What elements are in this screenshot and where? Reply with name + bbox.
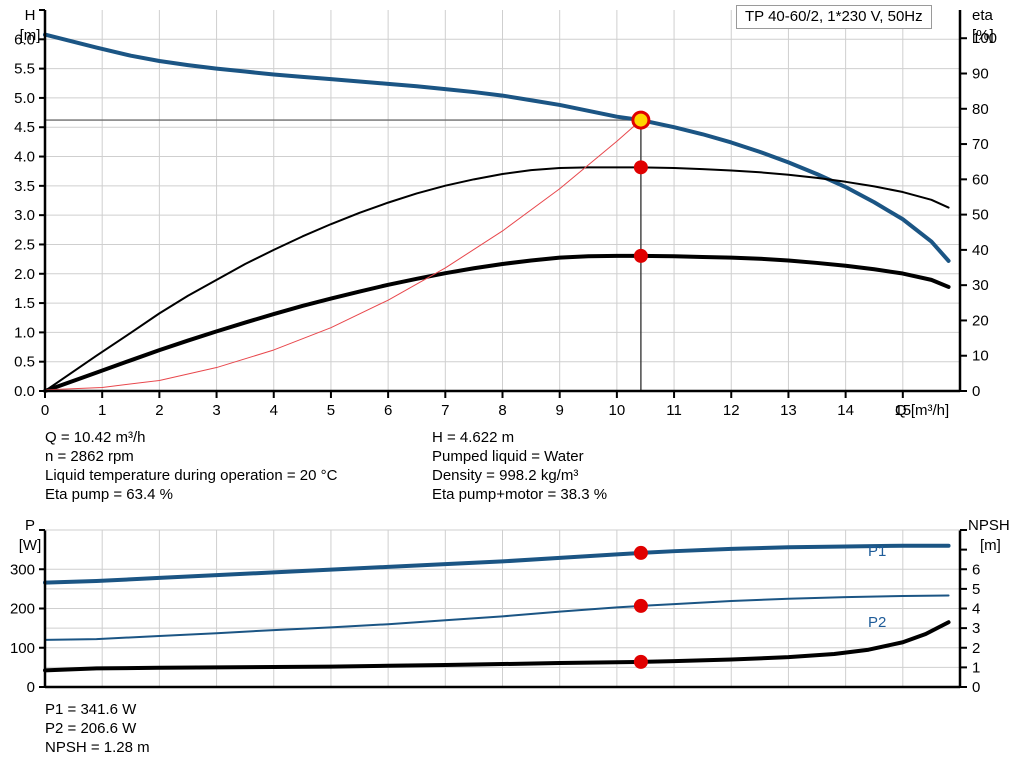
p1-curve-label: P1 [868,543,886,560]
info-right-line-2: Pumped liquid = Water [432,448,584,465]
q-axis-tick-label: 15 [894,402,911,419]
p-axis-tick-label: 200 [10,601,35,618]
eta-axis-tick-label: 0 [972,383,980,400]
q-axis-tick-label: 12 [723,402,740,419]
h-axis-tick-label: 1.5 [14,295,35,312]
curve-eta-pump-motor-curve [43,253,951,393]
eta-axis-tick-label: 20 [972,312,989,329]
h-axis-tick-label: 5.0 [14,90,35,107]
npsh-axis-title: NPSH [968,517,1010,534]
eta-axis-tick-label: 50 [972,207,989,224]
q-axis-tick-label: 5 [327,402,335,419]
npsh-axis-tick-label: 1 [972,659,980,676]
npsh-axis-tick-label: 2 [972,640,980,657]
info-left-line-3: Liquid temperature during operation = 20… [45,467,338,484]
q-axis-title: Q [m³/h] [895,402,949,419]
power-data-bottom: P1 = 341.6 W P2 = 206.6 W NPSH = 1.28 m [45,700,150,757]
eta-axis-tick-label: 100 [972,30,997,47]
operating-point-marker[interactable] [633,654,648,669]
npsh-axis-tick-label: 5 [972,581,980,598]
p-axis-tick-label: 0 [27,679,35,696]
eta-axis-tick-label: 30 [972,277,989,294]
bottom-chart-group: 0 100 200 300 0 1 2 3 4 5 6 P1 P2 P [W] NPSH [m] [10,517,1010,696]
eta-axis-title: eta [972,7,994,24]
h-axis-tick-label: 4.0 [14,149,35,166]
power-npsh-chart: 0 100 200 300 0 1 2 3 4 5 6 P1 P2 P [W] NPSH [m] [10,517,1010,696]
info-right-line-4: Eta pump+motor = 38.3 % [432,486,608,503]
h-axis-tick-label: 0.5 [14,354,35,371]
eta-axis-title-unit: [%] [972,27,994,44]
curve-npsh [43,620,951,673]
eta-axis-tick-label: 10 [972,348,989,365]
h-axis-tick-label: 1.0 [14,324,35,341]
eta-axis-tick-label: 70 [972,136,989,153]
npsh-axis-tick-label: 4 [972,601,980,618]
h-axis-tick-label: 6.0 [14,31,35,48]
curve-system-curve [44,119,642,391]
operating-data-right: H = 4.622 m Pumped liquid = Water Density … [432,428,607,504]
info-bottom-line-3: NPSH = 1.28 m [45,739,150,756]
operating-data-left: Q = 10.42 m³/h n = 2862 rpm Liquid tempera… [45,428,337,504]
operating-point-marker[interactable] [633,160,648,175]
operating-point-marker[interactable] [633,248,648,263]
q-axis-tick-label: 3 [212,402,220,419]
curve-h-head-curve [43,32,951,263]
h-axis-tick-label: 0.0 [14,383,35,400]
h-axis-tick-label: 3.0 [14,207,35,224]
q-axis-tick-label: 4 [270,402,278,419]
q-axis-tick-label: 8 [498,402,506,419]
info-bottom-line-2: P2 = 206.6 W [45,720,137,737]
eta-axis-tick-label: 80 [972,101,989,118]
info-left-line-1: Q = 10.42 m³/h [45,429,146,446]
info-left-line-4: Eta pump = 63.4 % [45,486,173,503]
pump-model-title: TP 40-60/2, 1*230 V, 50Hz [736,5,932,29]
q-axis-tick-label: 1 [98,402,106,419]
curve-p2 [44,594,950,641]
h-axis-tick-label: 2.0 [14,266,35,283]
h-axis-tick-label: 3.5 [14,178,35,195]
q-axis-tick-label: 9 [556,402,564,419]
q-axis-tick-label: 11 [666,402,682,419]
h-axis-title: H [25,7,36,24]
curve-p1 [43,543,951,585]
top-chart-group: 0.0 0.5 1.0 1.5 2.0 2.5 3.0 3.5 4.0 4.5 5.0 5.5 6.0 0… [14,7,997,419]
operating-point-marker[interactable] [633,598,648,613]
p-axis-tick-label: 300 [10,561,35,578]
operating-point-marker[interactable] [633,545,648,560]
h-axis-tick-label: 4.5 [14,119,35,136]
duty-point-marker[interactable] [631,110,651,130]
h-axis-tick-label: 5.5 [14,61,35,78]
info-left-line-2: n = 2862 rpm [45,448,134,465]
info-right-line-1: H = 4.622 m [432,429,515,446]
q-axis-tick-label: 2 [155,402,163,419]
q-axis-tick-label: 7 [441,402,449,419]
h-axis-title-unit: [m] [20,27,41,44]
npsh-axis-tick-label: 6 [972,561,980,578]
p-axis-title-unit: [W] [19,537,42,554]
head-efficiency-chart: 0.0 0.5 1.0 1.5 2.0 2.5 3.0 3.5 4.0 4.5 5.0 5.5 6.0 0… [14,7,997,419]
npsh-axis-tick-label: 3 [972,620,980,637]
info-bottom-line-1: P1 = 341.6 W [45,701,137,718]
npsh-axis-title-unit: [m] [980,537,1001,554]
eta-axis-tick-label: 60 [972,171,989,188]
p-axis-tick-label: 100 [10,640,35,657]
q-axis-tick-label: 14 [837,402,854,419]
p-axis-title: P [25,517,35,534]
q-axis-tick-label: 6 [384,402,392,419]
h-axis-tick-label: 2.5 [14,236,35,253]
q-axis-tick-label: 13 [780,402,797,419]
npsh-axis-tick-label: 0 [972,679,980,696]
q-axis-tick-label: 0 [41,402,49,419]
curve-eta-pump-curve [44,166,950,392]
q-axis-tick-label: 10 [609,402,626,419]
info-right-line-3: Density = 998.2 kg/m³ [432,467,579,484]
eta-axis-tick-label: 90 [972,66,989,83]
p2-curve-label: P2 [868,614,886,631]
eta-axis-tick-label: 40 [972,242,989,259]
